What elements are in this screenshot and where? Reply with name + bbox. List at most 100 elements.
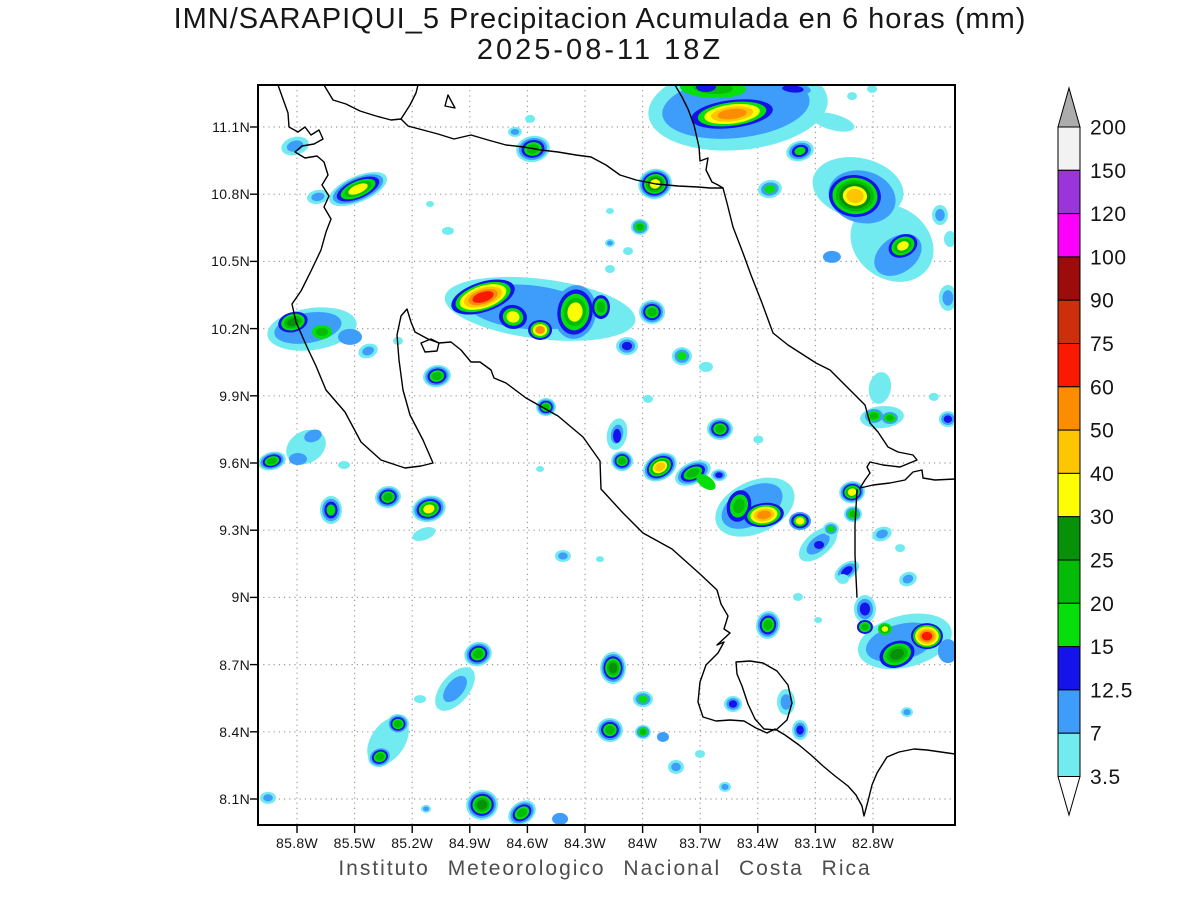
precip-contour-3.5 [441, 226, 454, 235]
precip-cell [822, 250, 841, 263]
precip-cell [525, 114, 536, 123]
precip-cell [281, 136, 309, 156]
lon-tick-label: 84.9W [448, 835, 491, 851]
precip-cell [706, 417, 733, 440]
precip-contour-7 [362, 346, 374, 356]
precip-contour-3.5 [595, 556, 604, 563]
precip-contour-20 [315, 327, 328, 337]
colorbar-segment [1057, 386, 1081, 431]
precip-contour-20 [267, 457, 277, 465]
precip-cell [604, 265, 615, 274]
colorbar-label: 25 [1090, 550, 1114, 573]
precip-cell [358, 343, 378, 359]
precip-contour-30 [567, 302, 583, 322]
precip-contour-7 [902, 574, 914, 584]
precip-cell [552, 812, 569, 825]
precip-cell [828, 174, 881, 218]
colorbar-segment [1057, 429, 1081, 474]
lat-tick-label: 9.9N [219, 387, 250, 404]
precip-contour-7 [656, 731, 669, 742]
precip-cell [691, 99, 773, 129]
precip-cell [528, 319, 553, 340]
lat-tick-label: 8.4N [219, 723, 250, 740]
precip-contour-20 [605, 725, 615, 735]
precip-contour-25 [476, 799, 488, 810]
precip-contour-12.5 [728, 700, 738, 708]
precip-cell [881, 411, 898, 424]
precip-contour-20 [394, 720, 402, 728]
precip-cell [338, 461, 351, 470]
colorbar-label: 200 [1090, 117, 1127, 140]
precip-contour-15 [696, 474, 716, 491]
precip-contour-7 [337, 328, 362, 345]
precip-contour-3.5 [536, 466, 545, 473]
precip-cell [288, 452, 307, 465]
precip-contour-3.5 [847, 92, 858, 101]
precip-cell [260, 791, 277, 804]
precip-cell [553, 285, 597, 339]
precip-cell [386, 713, 409, 734]
precip-cell [591, 295, 610, 320]
precip-contour-20 [715, 424, 725, 433]
precip-contour-20 [869, 412, 879, 420]
colorbar-label: 75 [1090, 333, 1114, 356]
precip-cell [811, 112, 855, 132]
precip-contour-25 [608, 662, 618, 674]
precip-contour-7 [822, 250, 841, 263]
colorbar-segment [1057, 213, 1081, 258]
colorbar-segment [1057, 602, 1081, 648]
precip-cell [596, 718, 623, 743]
colorbar-segment [1057, 126, 1081, 171]
axis-tick-layer [250, 126, 874, 833]
precip-contour-3.5 [338, 461, 351, 470]
precip-cell [258, 451, 286, 471]
precip-contour-25 [890, 648, 904, 660]
precip-contour-20 [733, 498, 745, 514]
precip-contour-3.5 [414, 695, 427, 704]
lat-tick-label: 9.6N [219, 455, 250, 471]
precip-cell [337, 328, 362, 345]
colorbar-segment [1057, 559, 1081, 604]
precip-contour-3.5 [792, 592, 803, 601]
precip-contour-7 [780, 694, 792, 710]
precip-contour-3.5 [868, 372, 892, 404]
lon-tick-label: 84.6W [506, 835, 549, 851]
precip-contour-3.5 [525, 114, 536, 123]
grid-layer [258, 85, 955, 825]
colorbar-label: 20 [1090, 593, 1114, 616]
precip-cell [711, 469, 728, 482]
precip-contour-7 [671, 762, 681, 772]
precip-contour-30 [897, 241, 909, 251]
precip-contour-20 [886, 415, 894, 421]
precip-contour-30 [795, 517, 805, 525]
lake-shore-branch [400, 85, 419, 120]
precip-contour-50 [717, 108, 747, 120]
lake-island-icon [444, 94, 456, 109]
precip-cell [888, 234, 918, 258]
precip-cell [421, 804, 432, 813]
precip-contour-3.5 [836, 574, 849, 585]
precip-cell [600, 651, 627, 684]
precip-cell [868, 372, 892, 404]
precip-cell [616, 337, 639, 356]
colorbar-segment [1057, 516, 1081, 561]
lon-tick-label: 83.7W [679, 835, 722, 851]
precip-contour-3.5 [426, 201, 435, 208]
colorbar-arrow-top [1057, 86, 1081, 128]
precip-contour-15 [764, 184, 776, 194]
precip-contour-7 [510, 128, 520, 135]
lon-tick-label: 85.5W [333, 835, 376, 851]
precip-contour-12.5 [782, 85, 804, 93]
precip-cell [718, 781, 731, 792]
precip-cell [867, 85, 878, 93]
precip-contour-3.5 [604, 265, 615, 274]
coastline-caribbean [674, 85, 955, 489]
precip-cell [307, 189, 329, 205]
precip-contour-7 [558, 552, 568, 560]
map-canvas [250, 84, 956, 833]
lon-tick-label: 85.2W [391, 835, 434, 851]
precip-contour-12.5 [859, 602, 871, 616]
colorbar-label: 7 [1090, 723, 1102, 746]
precip-cell [753, 435, 764, 444]
footer-credit: Instituto Meteorologico Nacional Costa R… [338, 857, 872, 880]
